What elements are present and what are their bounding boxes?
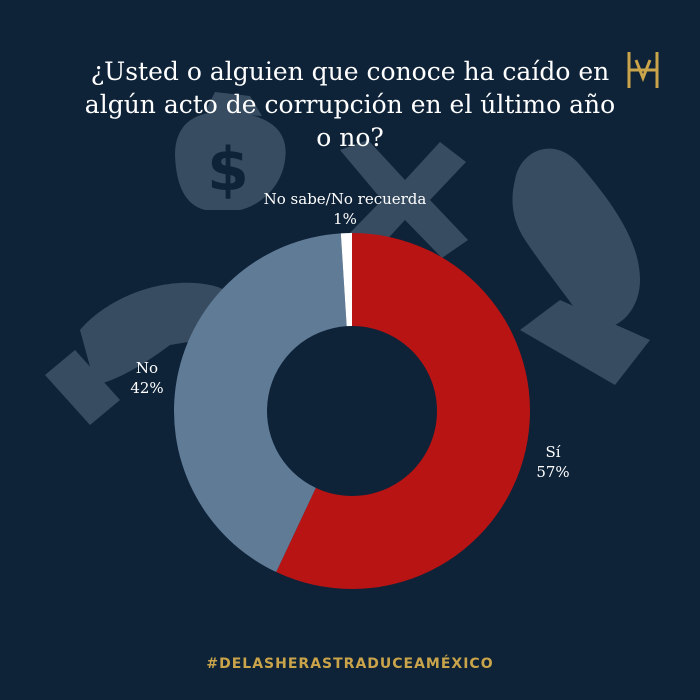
- label-si: Sí 57%: [528, 442, 578, 482]
- label-no-value: 42%: [130, 379, 164, 397]
- cross-icon: [340, 140, 468, 258]
- money-bag-icon: $: [175, 92, 286, 210]
- label-no: No 42%: [122, 358, 172, 398]
- label-nosabe-name: No sabe/No recuerda: [263, 190, 427, 208]
- label-no-name: No: [135, 359, 159, 377]
- slice-no: [174, 233, 347, 573]
- brand-logo-icon: [627, 52, 659, 88]
- hashtag-footer: #DELASHERASTRADUCEAMÉXICO: [206, 656, 494, 672]
- label-si-value: 57%: [536, 463, 570, 481]
- label-si-name: Sí: [545, 443, 561, 461]
- label-nosabe: No sabe/No recuerda 1%: [230, 189, 460, 229]
- hand-icon: [512, 148, 650, 385]
- svg-text:$: $: [207, 135, 249, 205]
- chart-title: ¿Usted o alguien que conoce ha caído en …: [84, 57, 616, 152]
- slice-si: [276, 233, 531, 590]
- hand-icon: [45, 282, 242, 425]
- slice-nosabe: [340, 233, 352, 327]
- label-nosabe-value: 1%: [333, 210, 357, 228]
